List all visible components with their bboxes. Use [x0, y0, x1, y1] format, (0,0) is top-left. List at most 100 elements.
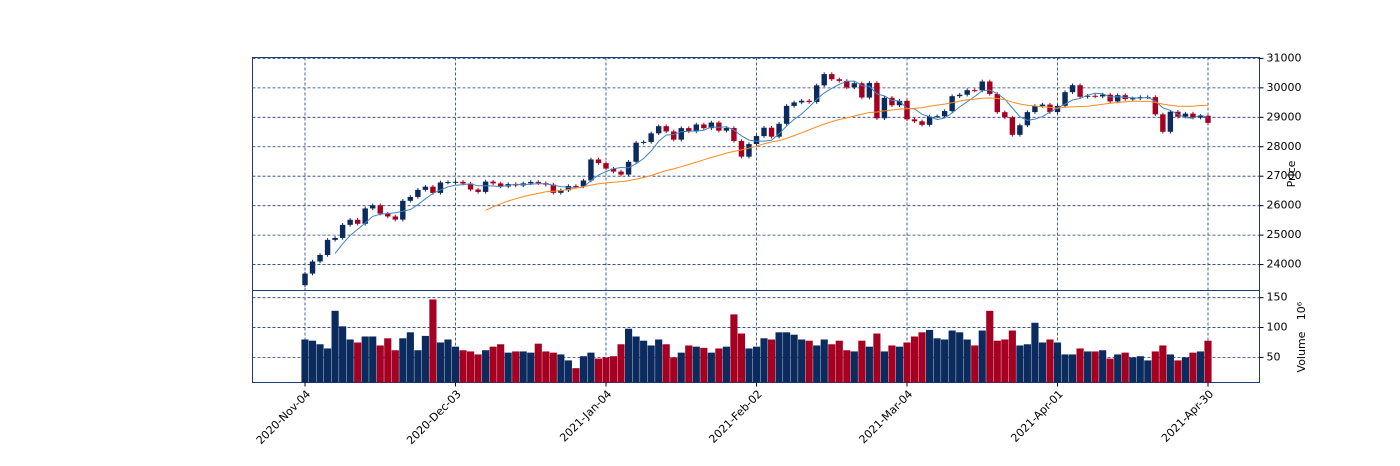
- candle-body: [723, 128, 730, 131]
- candle-body: [437, 182, 444, 193]
- candle-body: [573, 185, 579, 187]
- candle-body: [377, 205, 383, 214]
- volume-bar: [941, 339, 949, 383]
- volume-bar: [790, 334, 798, 383]
- y-tick-label: 31000: [1267, 51, 1302, 64]
- candle-body: [618, 171, 624, 175]
- candle-body: [889, 97, 895, 106]
- candle-body: [693, 124, 700, 132]
- candle-body: [317, 255, 323, 262]
- candle-body: [324, 239, 331, 256]
- volume-bar: [1068, 354, 1077, 383]
- candle-body: [528, 181, 534, 184]
- volume-bar: [609, 356, 618, 383]
- candle-body: [1167, 111, 1174, 132]
- candle-body: [844, 80, 850, 88]
- volume-bar: [1189, 352, 1197, 383]
- candle-body: [964, 90, 970, 95]
- volume-bar: [730, 314, 738, 383]
- volume-bar: [504, 352, 512, 383]
- candle-body: [460, 181, 466, 184]
- candle-body: [497, 183, 504, 187]
- candle-body: [1092, 95, 1098, 97]
- candle-body: [610, 168, 617, 172]
- volume-bar: [1106, 358, 1114, 383]
- volume-bar: [828, 344, 836, 383]
- candle-body: [595, 159, 602, 164]
- candle-body: [994, 93, 1001, 113]
- x-tick-label: 2021-Apr-01: [1008, 388, 1065, 445]
- volume-bar: [1166, 354, 1174, 383]
- volume-bar: [926, 329, 934, 383]
- candle-body: [415, 189, 421, 197]
- candle-body: [467, 183, 474, 190]
- volume-bar: [978, 330, 986, 383]
- volume-bar: [775, 332, 783, 383]
- candle-body: [1047, 104, 1053, 113]
- volume-bar: [647, 345, 655, 383]
- y-tick-label: 27000: [1267, 169, 1302, 182]
- volume-bar: [451, 346, 460, 383]
- volume-bar: [880, 351, 888, 383]
- volume-bar: [1038, 342, 1047, 383]
- candle-body: [1114, 95, 1121, 102]
- y-axis-label: Price: [1285, 160, 1298, 187]
- volume-bar: [436, 342, 445, 383]
- candle-body: [1032, 105, 1038, 113]
- candle-body: [400, 200, 406, 220]
- candle-body: [821, 74, 827, 86]
- volume-bar: [910, 336, 919, 383]
- candle-body: [475, 189, 481, 192]
- candle-body: [678, 128, 684, 140]
- volume-bar: [1144, 360, 1152, 383]
- candle-body: [972, 90, 978, 92]
- volume-bar: [587, 352, 595, 383]
- volume-bar: [685, 345, 693, 383]
- volume-bar: [617, 344, 625, 383]
- volume-bar: [1204, 340, 1212, 383]
- volume-bar: [519, 351, 527, 383]
- volume-bar: [557, 354, 565, 383]
- volume-bar: [760, 338, 768, 383]
- volume-bar: [956, 332, 964, 383]
- candle-body: [731, 128, 737, 141]
- candle-body: [309, 261, 316, 274]
- candle-body: [392, 216, 399, 220]
- volume-bar: [1099, 350, 1107, 383]
- volume-bar: [369, 336, 377, 383]
- volume-bar: [414, 350, 422, 383]
- volume-bar: [1121, 352, 1129, 383]
- volume-bar: [1001, 339, 1009, 383]
- volume-bar: [670, 357, 678, 383]
- volume-bar: [602, 357, 610, 383]
- volume-bar: [903, 342, 911, 383]
- volume-bar: [474, 354, 482, 383]
- candle-body: [332, 237, 338, 240]
- candle-body: [655, 126, 662, 134]
- candle-body: [1107, 94, 1113, 102]
- volume-bar: [391, 350, 399, 383]
- volume-bar: [482, 350, 490, 383]
- volume-bar: [346, 339, 354, 383]
- candle-body: [1190, 113, 1196, 118]
- volume-bar: [948, 330, 956, 383]
- candle-body: [851, 83, 858, 88]
- volume-bar: [1114, 354, 1122, 383]
- volume-bar: [594, 358, 603, 383]
- volume-bar: [1046, 339, 1054, 383]
- candle-body: [798, 100, 805, 103]
- candle-body: [648, 133, 654, 142]
- volume-bar: [361, 336, 369, 383]
- volume-bar: [1061, 354, 1069, 383]
- candle-body: [859, 83, 865, 98]
- candle-body: [686, 128, 692, 132]
- candle-body: [783, 105, 790, 124]
- candle-body: [866, 82, 873, 98]
- candle-body: [934, 116, 940, 118]
- candle-body: [640, 141, 647, 143]
- volume-bar: [1151, 351, 1159, 383]
- candle-body: [813, 85, 820, 102]
- candle-body: [881, 97, 888, 119]
- volume-bar: [1159, 345, 1167, 383]
